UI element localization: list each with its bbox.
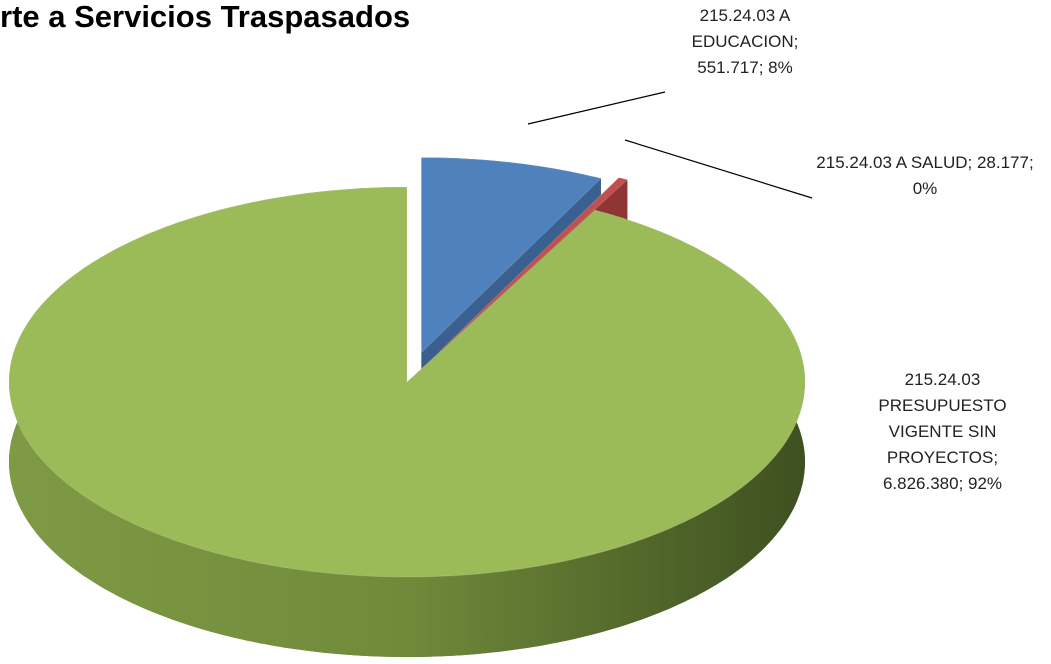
chart-title: rte a Servicios Traspasados xyxy=(0,0,410,34)
slice xyxy=(438,177,629,352)
leader-line xyxy=(527,91,666,125)
slice xyxy=(8,186,806,578)
data-label: 215.24.03 A EDUCACION; 551.717; 8% xyxy=(691,6,799,77)
slice xyxy=(420,157,602,354)
data-label: 215.24.03 A SALUD; 28.177; 0% xyxy=(816,153,1034,198)
leader-line xyxy=(624,139,813,199)
data-label: 215.24.03 PRESUPUESTO VIGENTE SIN PROYEC… xyxy=(878,370,1007,493)
